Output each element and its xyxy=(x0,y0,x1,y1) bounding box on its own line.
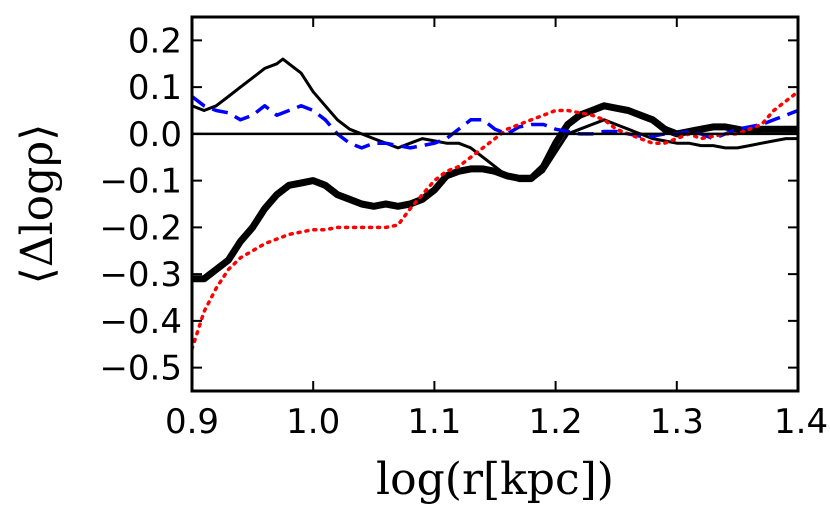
x-tick-label: 0.9 xyxy=(165,402,219,442)
tick-labels-layer: 0.9 1.0 1.1 1.2 1.3 1.4 0.2 0.1 0.0 −0.1 −0.2 −0.3 −… xyxy=(99,21,828,442)
y-tick-label: 0.2 xyxy=(128,21,182,61)
y-tick-label: −0.5 xyxy=(99,349,182,389)
y-axis-title: ⟨Δlogρ⟩ xyxy=(12,124,63,285)
series-thin-black xyxy=(192,57,798,183)
y-tick-label: 0.1 xyxy=(128,68,182,108)
x-tick-label: 1.3 xyxy=(650,402,704,442)
y-tick-label: 0.0 xyxy=(128,115,182,155)
series-thick-black xyxy=(192,102,798,283)
series-dotted-red xyxy=(192,90,798,351)
plot-background xyxy=(192,17,798,391)
x-tick-label: 1.0 xyxy=(286,402,340,442)
y-tick-label: −0.4 xyxy=(99,302,182,342)
ticks-layer xyxy=(191,17,799,391)
plot-frame xyxy=(190,15,800,393)
x-tick-label: 1.4 xyxy=(774,402,828,442)
x-tick-label: 1.1 xyxy=(407,402,461,442)
y-tick-label: −0.1 xyxy=(99,162,182,202)
y-tick-label: −0.3 xyxy=(99,255,182,295)
x-axis-title: log(r[kpc]) xyxy=(376,454,614,505)
x-tick-label: 1.2 xyxy=(529,402,583,442)
y-tick-label: −0.2 xyxy=(99,208,182,248)
